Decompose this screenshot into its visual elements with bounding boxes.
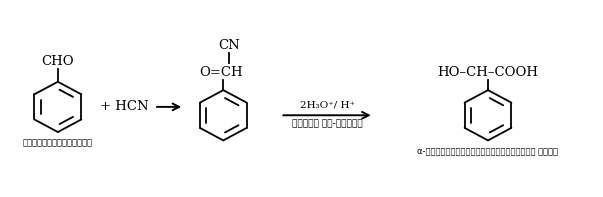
Text: पूर्ण जल-अपघटन: पूर्ण जल-अपघटन bbox=[292, 120, 362, 129]
Text: CN: CN bbox=[218, 39, 240, 52]
Text: 2H₃O⁺/ H⁺: 2H₃O⁺/ H⁺ bbox=[300, 101, 355, 110]
Text: + HCN: + HCN bbox=[100, 100, 148, 113]
Text: बेन्जैल्डिहाइड: बेन्जैल्डिहाइड bbox=[23, 139, 93, 148]
Text: HO–CH–COOH: HO–CH–COOH bbox=[438, 66, 538, 79]
Text: α-हाइड्रोक्सीफेनिलएसीटिक अम्ल: α-हाइड्रोक्सीफेनिलएसीटिक अम्ल bbox=[417, 147, 558, 156]
Text: O=CH: O=CH bbox=[199, 66, 242, 79]
Text: CHO: CHO bbox=[42, 55, 74, 68]
